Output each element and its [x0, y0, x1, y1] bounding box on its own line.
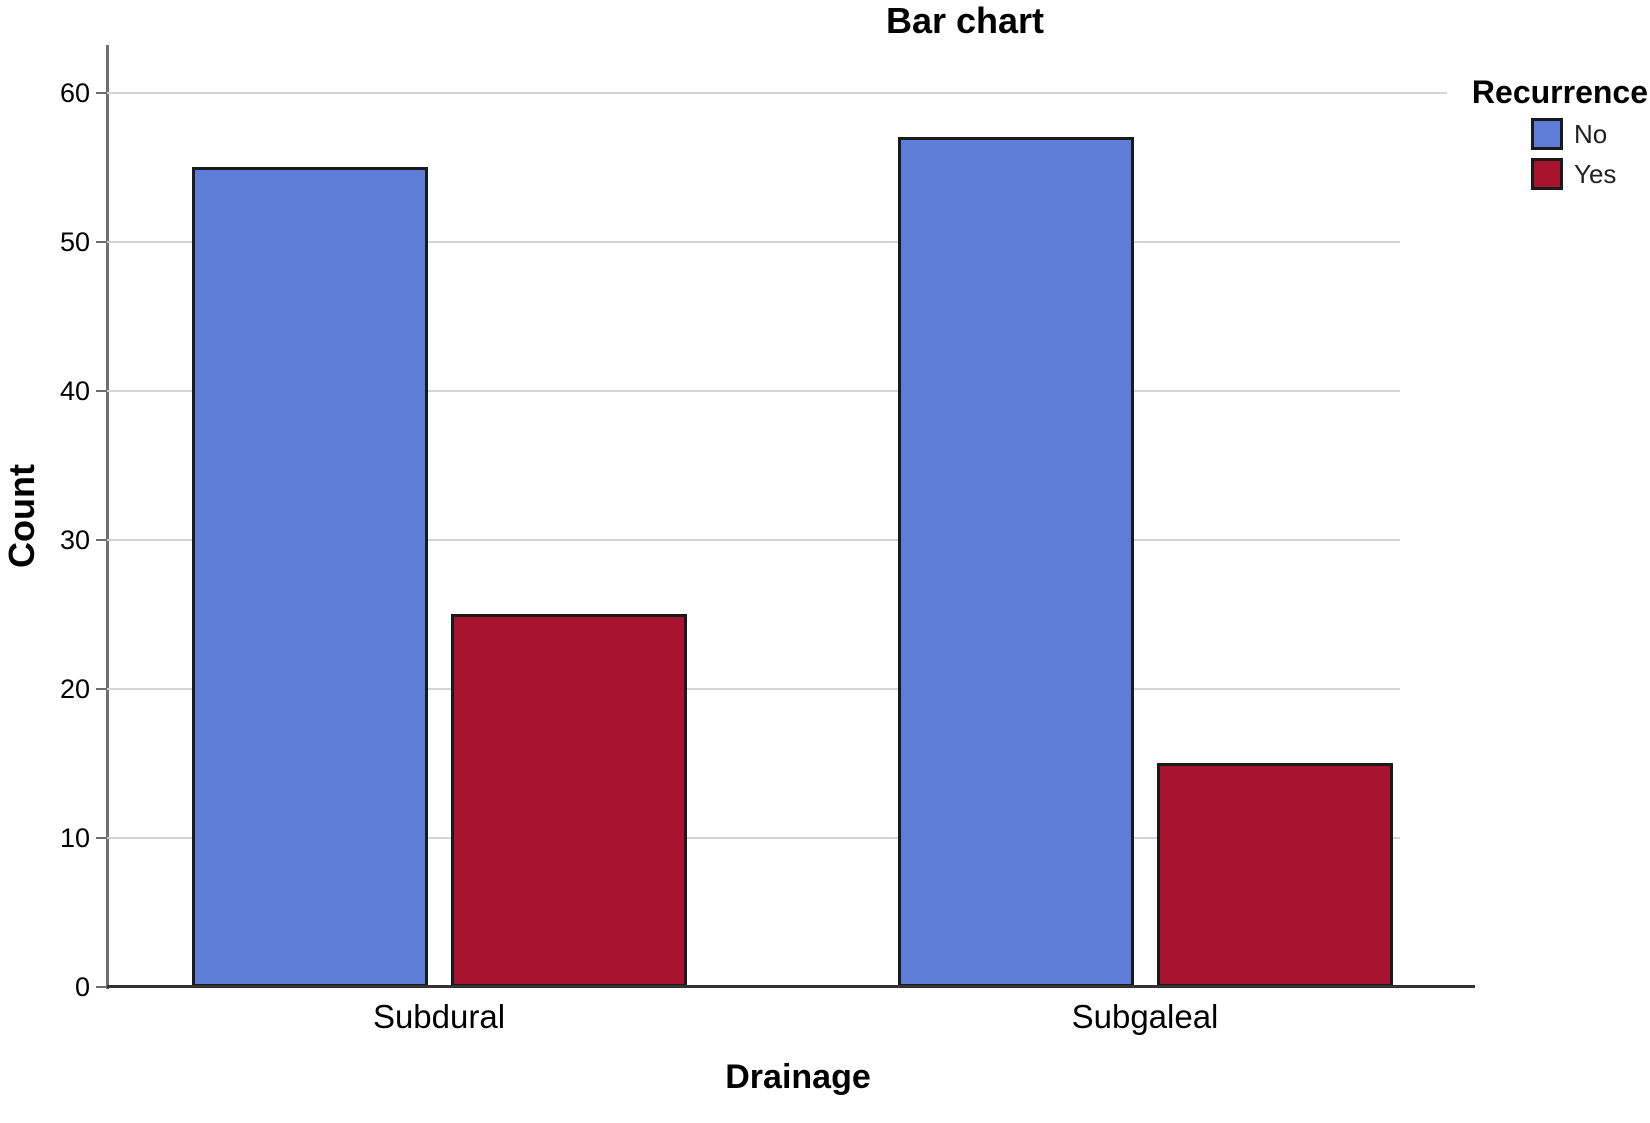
y-tick-label: 40: [59, 375, 90, 406]
y-tick-label: 0: [74, 972, 90, 1002]
chart-title: Bar chart: [885, 0, 1045, 41]
y-tick-mark-20: [96, 687, 107, 690]
gridline-40: [107, 389, 1400, 392]
y-tick-mark-50: [96, 240, 107, 243]
y-tick-mark-40: [96, 389, 107, 392]
bar-subdural-no: [191, 167, 428, 987]
y-tick-mark-60: [96, 91, 107, 94]
legend-title: Recurrence: [1471, 74, 1648, 110]
legend-label-yes: Yes: [1574, 158, 1617, 189]
gridline-60: [107, 91, 1447, 94]
gridline-50: [107, 240, 1400, 243]
legend-label-no: No: [1574, 118, 1608, 149]
y-tick-label: 10: [59, 822, 90, 853]
y-axis-line: [106, 45, 109, 989]
x-axis-title: Drainage: [725, 1058, 871, 1096]
x-category-label-subdural: Subdural: [372, 998, 506, 1035]
y-tick-mark-10: [96, 836, 107, 839]
bar-subdural-yes: [450, 614, 687, 987]
legend-items: No Yes: [1531, 118, 1616, 198]
legend-swatch-yes: [1531, 158, 1563, 190]
gridline-10: [107, 836, 1400, 839]
y-tick-label: 50: [59, 226, 90, 257]
legend-item-no: No: [1531, 118, 1616, 150]
gridline-20: [107, 687, 1400, 690]
bar-subgaleal-yes: [1156, 763, 1393, 987]
y-tick-label: 30: [59, 524, 90, 555]
y-tick-label: 60: [59, 77, 90, 108]
y-tick-mark-0: [96, 986, 107, 988]
y-tick-label: 20: [59, 673, 90, 704]
x-axis-line: [107, 985, 1475, 988]
x-category-label-subgaleal: Subgaleal: [1071, 998, 1219, 1035]
legend-swatch-no: [1531, 118, 1563, 150]
gridline-30: [107, 538, 1400, 541]
bar-subgaleal-no: [897, 137, 1134, 987]
y-tick-mark-30: [96, 538, 107, 541]
plot-area: 0 10 20 30 40 50 60 Subdural Subgaleal: [60, 45, 1475, 1035]
legend-item-yes: Yes: [1531, 158, 1616, 190]
